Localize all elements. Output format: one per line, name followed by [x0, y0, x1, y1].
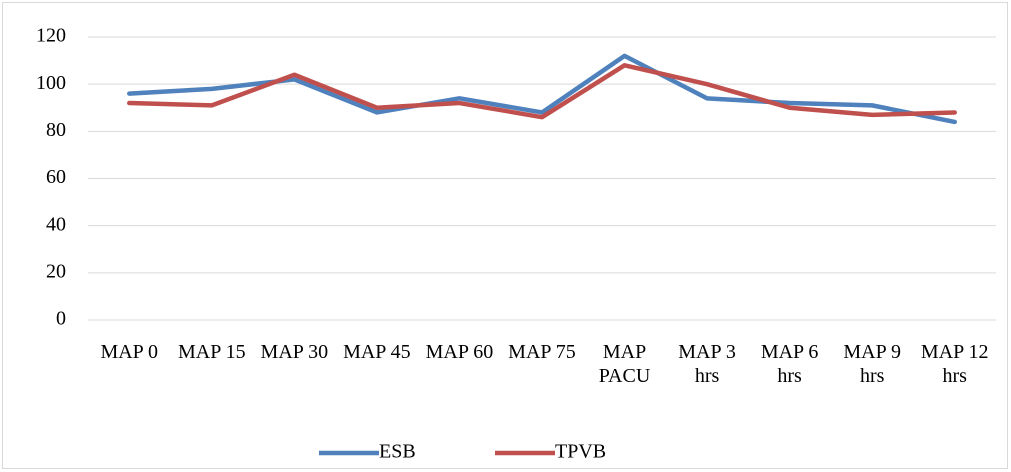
legend-label: ESB [379, 441, 416, 463]
x-tick-label: MAP 6 hrs [760, 341, 819, 387]
x-tick-label: MAP PACU [598, 341, 651, 387]
y-tick-label: 60 [46, 166, 66, 188]
x-tick-label: MAP 12 hrs [920, 341, 989, 387]
x-tick-label: MAP 75 [508, 341, 576, 363]
line-series [127, 63, 957, 120]
x-tick-label: MAP 0 [100, 341, 159, 363]
y-tick-label: 40 [46, 213, 66, 235]
x-tick-label: MAP 9 hrs [843, 341, 901, 387]
y-tick-label: 0 [56, 308, 66, 330]
x-tick-label: MAP 45 [343, 341, 411, 363]
y-tick-label: 20 [46, 260, 66, 282]
y-tick-label: 80 [46, 119, 66, 141]
y-tick-label: 100 [36, 72, 66, 94]
x-tick-label: MAP 30 [260, 341, 329, 363]
y-tick-label: 120 [36, 25, 66, 47]
x-tick-label: MAP 60 [425, 341, 494, 363]
x-tick-label: MAP 3 hrs [678, 341, 736, 387]
legend-label: TPVB [555, 441, 606, 463]
x-tick-label: MAP 15 [177, 341, 246, 363]
